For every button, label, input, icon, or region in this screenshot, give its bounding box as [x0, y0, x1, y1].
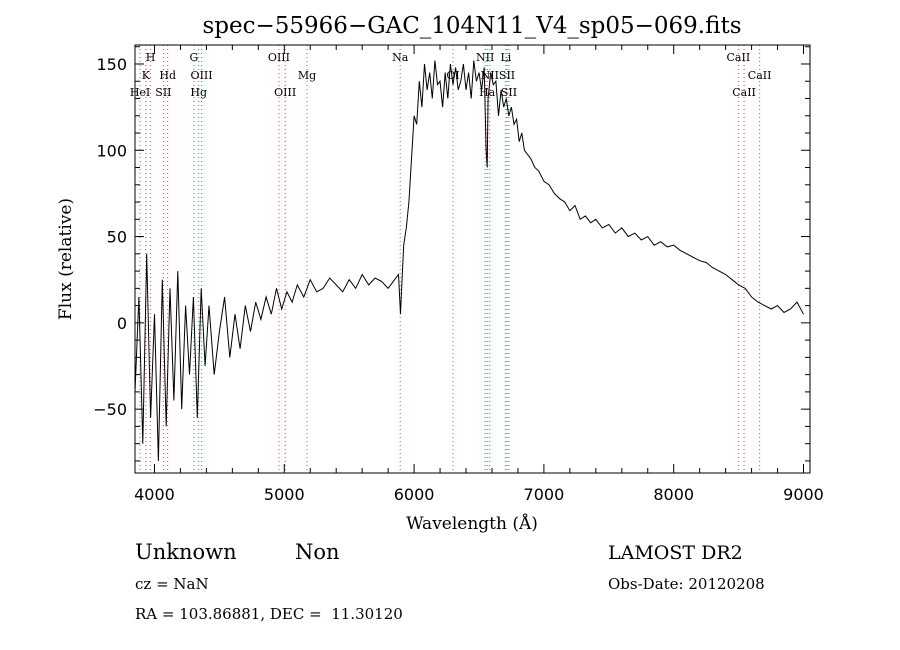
chart-title: spec−55966−GAC_104N11_V4_sp05−069.fits	[202, 13, 741, 39]
line-id-label-17: Ha	[479, 86, 496, 99]
x-tick-label-3: 7000	[524, 485, 565, 504]
cz-value: cz = NaN	[135, 575, 209, 593]
x-tick-label-4: 8000	[653, 485, 694, 504]
line-id-label-8: OIII	[268, 51, 290, 64]
line-id-label-7: Hg	[190, 86, 207, 99]
line-id-label-16: SII	[499, 69, 515, 82]
line-id-markers	[139, 45, 761, 473]
survey-label: LAMOST DR2	[608, 542, 743, 564]
x-axis-label: Wavelength (Å)	[406, 513, 538, 534]
plot-frame	[134, 44, 811, 474]
obs-date: Obs-Date: 20120208	[608, 575, 765, 593]
class-label: Unknown	[135, 540, 237, 564]
y-tick-label-1: 0	[117, 314, 127, 333]
y-tick-label-3: 100	[96, 141, 127, 160]
line-id-label-6: OIII	[191, 69, 213, 82]
line-id-label-11: Na	[392, 51, 409, 64]
line-id-label-0: H	[146, 51, 156, 64]
line-id-label-19: CaII	[727, 51, 751, 64]
line-id-label-13: NII	[476, 51, 494, 64]
y-axis-ticks: −50 0 50 100 150	[93, 46, 810, 462]
x-axis-ticks: 4000 5000 6000 7000 8000 9000	[134, 45, 824, 504]
line-id-label-10: Mg	[298, 69, 316, 82]
y-tick-label-4: 150	[96, 55, 127, 74]
line-id-label-21: CaII	[732, 86, 756, 99]
line-id-label-3: HeI	[130, 86, 150, 99]
y-tick-label-2: 50	[107, 228, 127, 247]
line-id-label-18: SII	[501, 86, 517, 99]
spectrum-line	[134, 60, 804, 461]
line-id-label-12: OI	[446, 69, 459, 82]
line-id-label-2: Hd	[159, 69, 176, 82]
x-tick-label-0: 4000	[134, 485, 175, 504]
y-axis-label: Flux (relative)	[56, 198, 76, 320]
x-tick-label-1: 5000	[264, 485, 305, 504]
subclass-label: Non	[295, 540, 340, 564]
line-id-label-5: G	[190, 51, 199, 64]
x-tick-label-2: 6000	[394, 485, 435, 504]
line-id-label-1: K	[142, 69, 151, 82]
line-id-label-15: NII	[481, 69, 499, 82]
y-tick-label-0: −50	[93, 400, 127, 419]
line-id-label-20: CaII	[748, 69, 772, 82]
line-id-label-14: Li	[500, 51, 511, 64]
line-id-label-4: SII	[155, 86, 171, 99]
ra-dec-coordinates: RA = 103.86881, DEC = 11.30120	[135, 605, 403, 623]
x-tick-label-5: 9000	[783, 485, 824, 504]
line-id-label-9: OIII	[274, 86, 296, 99]
